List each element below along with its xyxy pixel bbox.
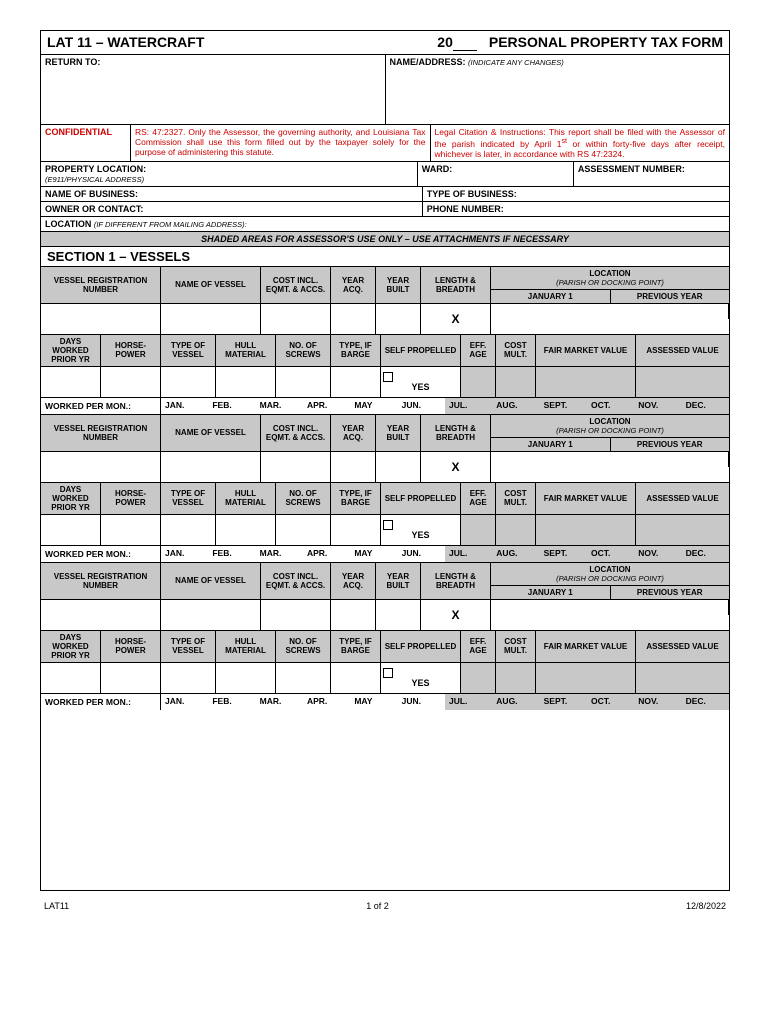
form-title: LAT 11 – WATERCRAFT <box>41 31 431 54</box>
confidential-text2: Legal Citation & Instructions: This repo… <box>431 125 730 161</box>
section1-title: SECTION 1 – VESSELS <box>41 247 729 266</box>
name-address-cell[interactable]: NAME/ADDRESS: (INDICATE ANY CHANGES) <box>386 55 730 124</box>
business-row: NAME OF BUSINESS: TYPE OF BUSINESS: <box>41 187 729 202</box>
name-address-label: NAME/ADDRESS: <box>390 57 466 67</box>
confidential-text1: RS: 47:2327. Only the Assessor, the gove… <box>131 125 431 161</box>
return-address-row: RETURN TO: NAME/ADDRESS: (INDICATE ANY C… <box>41 55 729 125</box>
type-business-cell[interactable]: TYPE OF BUSINESS: <box>423 187 729 201</box>
section1-header: SECTION 1 – VESSELS <box>41 247 729 267</box>
property-row: PROPERTY LOCATION: (E911/PHYSICAL ADDRES… <box>41 162 729 187</box>
location-row: LOCATION (IF DIFFERENT FROM MAILING ADDR… <box>41 217 729 232</box>
worked-per-mon[interactable]: WORKED PER MON.: JAN.FEB.MAR.APR.MAYJUN.… <box>41 694 729 710</box>
form-container: LAT 11 – WATERCRAFT 20 PERSONAL PROPERTY… <box>40 30 730 891</box>
confidential-label-cell: CONFIDENTIAL <box>41 125 131 161</box>
footer-right: 12/8/2022 <box>686 901 726 911</box>
phone-cell[interactable]: PHONE NUMBER: <box>423 202 729 216</box>
page-footer: LAT11 1 of 2 12/8/2022 <box>40 901 730 911</box>
bottom-spacer <box>41 710 729 890</box>
worked-per-mon[interactable]: WORKED PER MON.: JAN.FEB.MAR.APR.MAYJUN.… <box>41 546 729 563</box>
owner-row: OWNER OR CONTACT: PHONE NUMBER: <box>41 202 729 217</box>
title-row: LAT 11 – WATERCRAFT 20 PERSONAL PROPERTY… <box>41 31 729 55</box>
vessel-hdr2: DAYS WORKED PRIOR YR HORSE-POWER TYPE OF… <box>41 483 729 515</box>
owner-cell[interactable]: OWNER OR CONTACT: <box>41 202 423 216</box>
worked-per-mon[interactable]: WORKED PER MON.: JAN.FEB.MAR.APR.MAYJUN.… <box>41 398 729 415</box>
confidential-label: CONFIDENTIAL <box>45 127 112 137</box>
vessel-hdr1: VESSEL REGISTRATION NUMBER NAME OF VESSE… <box>41 563 729 600</box>
shaded-note: SHADED AREAS FOR ASSESSOR'S USE ONLY – U… <box>41 232 729 246</box>
return-to-cell[interactable]: RETURN TO: <box>41 55 386 124</box>
vessel-hdr1: VESSEL REGISTRATION NUMBER NAME OF VESSE… <box>41 267 729 304</box>
shaded-note-row: SHADED AREAS FOR ASSESSOR'S USE ONLY – U… <box>41 232 729 247</box>
form-type: PERSONAL PROPERTY TAX FORM <box>483 31 729 54</box>
ward-cell[interactable]: WARD: <box>418 162 574 186</box>
vessel-data2[interactable]: YES <box>41 367 729 398</box>
vessel-data1[interactable]: X <box>41 452 729 483</box>
vessel-data2[interactable]: YES <box>41 663 729 694</box>
location-cell[interactable]: LOCATION (IF DIFFERENT FROM MAILING ADDR… <box>41 217 729 231</box>
property-location-cell[interactable]: PROPERTY LOCATION: (E911/PHYSICAL ADDRES… <box>41 162 418 186</box>
return-to-label: RETURN TO: <box>45 57 100 67</box>
name-address-note: (INDICATE ANY CHANGES) <box>468 58 564 67</box>
confidential-row: CONFIDENTIAL RS: 47:2327. Only the Asses… <box>41 125 729 162</box>
vessel-hdr2: DAYS WORKED PRIOR YR HORSE-POWER TYPE OF… <box>41 335 729 367</box>
vessel-data1[interactable]: X <box>41 600 729 631</box>
vessel-hdr1: VESSEL REGISTRATION NUMBER NAME OF VESSE… <box>41 415 729 452</box>
vessel-data2[interactable]: YES <box>41 515 729 546</box>
footer-center: 1 of 2 <box>366 901 389 911</box>
assessment-cell[interactable]: ASSESSMENT NUMBER: <box>574 162 729 186</box>
name-business-cell[interactable]: NAME OF BUSINESS: <box>41 187 423 201</box>
vessel-hdr2: DAYS WORKED PRIOR YR HORSE-POWER TYPE OF… <box>41 631 729 663</box>
year-prefix: 20 <box>431 31 483 54</box>
vessel-data1[interactable]: X <box>41 304 729 335</box>
footer-left: LAT11 <box>44 901 69 911</box>
